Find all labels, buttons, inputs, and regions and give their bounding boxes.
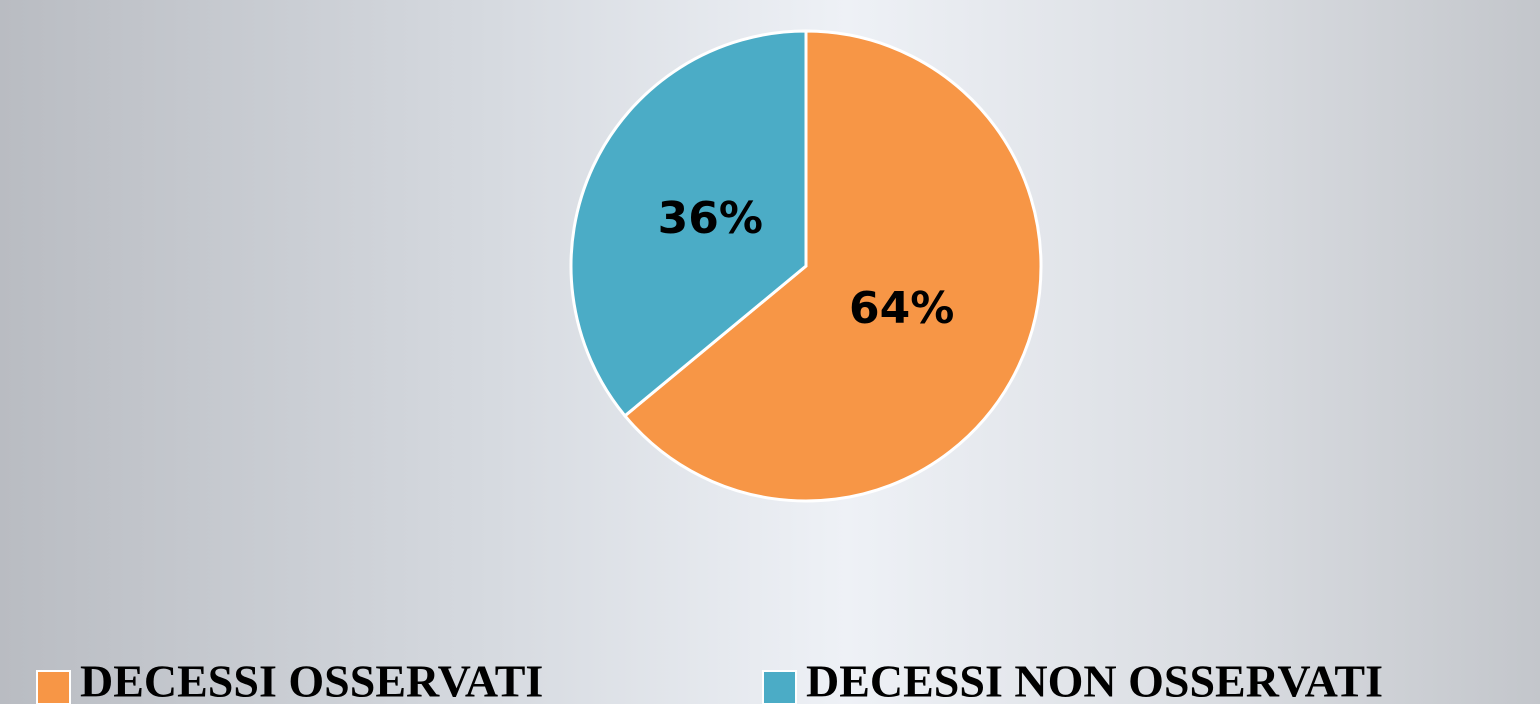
pie-slice <box>622 29 1043 503</box>
pie-slice <box>569 29 808 418</box>
data-label: 64% <box>849 283 954 334</box>
legend-swatch <box>36 670 71 704</box>
legend-swatch <box>762 670 797 704</box>
data-label: 36% <box>658 193 763 244</box>
legend-label: DECESSI OSSERVATI <box>80 656 543 704</box>
legend-label: DECESSI NON OSSERVATI <box>806 656 1383 704</box>
